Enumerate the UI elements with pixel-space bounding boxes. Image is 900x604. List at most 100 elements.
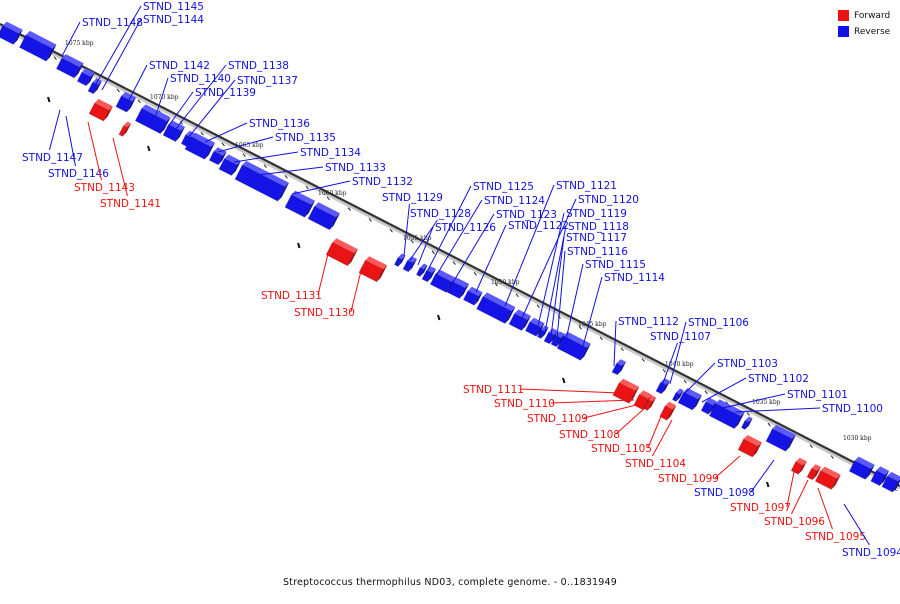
label-leader [127, 64, 148, 103]
label-leader [544, 225, 567, 333]
minor-tick [473, 271, 477, 276]
gene-block-top [61, 54, 84, 68]
gene-block-top [648, 395, 657, 402]
gene-block-side [708, 401, 717, 415]
label-leader [717, 393, 786, 410]
label-leader [583, 403, 641, 419]
minor-tick [263, 164, 267, 168]
label-leader [682, 362, 716, 396]
label-leader [65, 115, 76, 167]
label-leader [613, 320, 617, 367]
minor-tick [683, 379, 687, 384]
gene-block [677, 391, 699, 411]
scale-label: 1050 kbp [491, 279, 520, 286]
gene-label: STND_1099 [658, 473, 719, 485]
gene-label: STND_1132 [352, 176, 413, 188]
gene-block [708, 402, 742, 430]
gene-block-top [452, 277, 469, 288]
gene-block [415, 266, 425, 278]
label-leader [112, 137, 128, 197]
gene-label: STND_1136 [249, 118, 310, 130]
label-leader [403, 203, 410, 257]
legend-swatch-forward [838, 10, 849, 21]
gene-block [446, 280, 466, 300]
label-leader [817, 487, 833, 530]
gene-block-top [795, 457, 807, 466]
minor-tick [704, 390, 708, 395]
gene-label: STND_1115 [585, 259, 646, 271]
label-leader [48, 109, 61, 151]
label-leader [652, 419, 673, 457]
gene-block-top [705, 397, 717, 406]
gene-block-top [365, 256, 388, 270]
minor-tick [389, 228, 393, 233]
minor-tick [53, 56, 57, 61]
gene-label: STND_1095 [805, 531, 866, 543]
genome-caption: Streptococcus thermophilus ND03, complet… [282, 577, 618, 588]
legend-swatch-reverse [838, 26, 849, 37]
label-leader [187, 79, 236, 139]
gene-block-top [81, 68, 95, 77]
minor-tick [305, 185, 309, 190]
gene-block-side [536, 323, 545, 337]
scale-label: 1040 kbp [665, 361, 694, 368]
gene-block [556, 335, 588, 361]
gene-block-side [304, 200, 315, 218]
gene-block-top [121, 91, 137, 102]
label-leader [217, 136, 274, 153]
gene-label: STND_1143 [74, 182, 135, 194]
label-leader [647, 413, 663, 449]
legend-item-forward: Forward [838, 8, 890, 23]
gene-block [421, 269, 433, 283]
gene-block [848, 459, 872, 481]
gene-label: STND_1114 [604, 272, 665, 284]
minor-tick [515, 293, 519, 298]
minor-tick [347, 207, 351, 211]
gene-block-side [474, 292, 483, 306]
gene-block-top [94, 99, 113, 111]
gene-block [814, 469, 838, 491]
minor-tick [452, 261, 456, 265]
gene-label: STND_1120 [578, 194, 639, 206]
gene-block-top [435, 269, 456, 282]
gene-label: STND_1125 [473, 181, 534, 193]
gene-label: STND_1111 [463, 384, 524, 396]
gene-block [611, 362, 623, 376]
gene-block-side [329, 213, 340, 230]
gene-block-side [865, 464, 875, 480]
label-leader [550, 399, 635, 404]
gene-label: STND_1108 [559, 429, 620, 441]
label-leader [615, 406, 647, 435]
gene-block [462, 290, 480, 306]
label-leader [701, 377, 747, 403]
gene-label: STND_1142 [149, 60, 210, 72]
gene-label: STND_1147 [22, 152, 83, 164]
gene-block-top [25, 30, 57, 49]
gene-block [393, 256, 403, 268]
gene-block-side [812, 466, 821, 480]
gene-block [806, 467, 818, 481]
gene-block-top [2, 21, 23, 34]
gene-block-top [887, 471, 900, 482]
gene-block-side [277, 182, 289, 202]
gene-block-side [734, 412, 745, 429]
minor-tick [431, 250, 435, 255]
minor-tick [179, 121, 183, 125]
gene-block-side [398, 255, 406, 267]
gene-block-side [204, 142, 215, 160]
label-leader [61, 21, 81, 57]
minor-tick [200, 131, 204, 136]
gene-block-side [427, 268, 436, 282]
gene-label: STND_1097 [730, 502, 791, 514]
gene-block-top [314, 202, 340, 218]
gene-label: STND_1116 [567, 246, 628, 258]
gene-label: STND_1135 [275, 132, 336, 144]
gene-block-side [549, 330, 558, 344]
gene-block [655, 381, 667, 395]
gene-block-top [123, 121, 132, 128]
gene-block-top [541, 325, 549, 332]
gene-block-side [93, 80, 102, 94]
gene-block-top [168, 120, 185, 131]
gene-block-top [224, 154, 241, 165]
